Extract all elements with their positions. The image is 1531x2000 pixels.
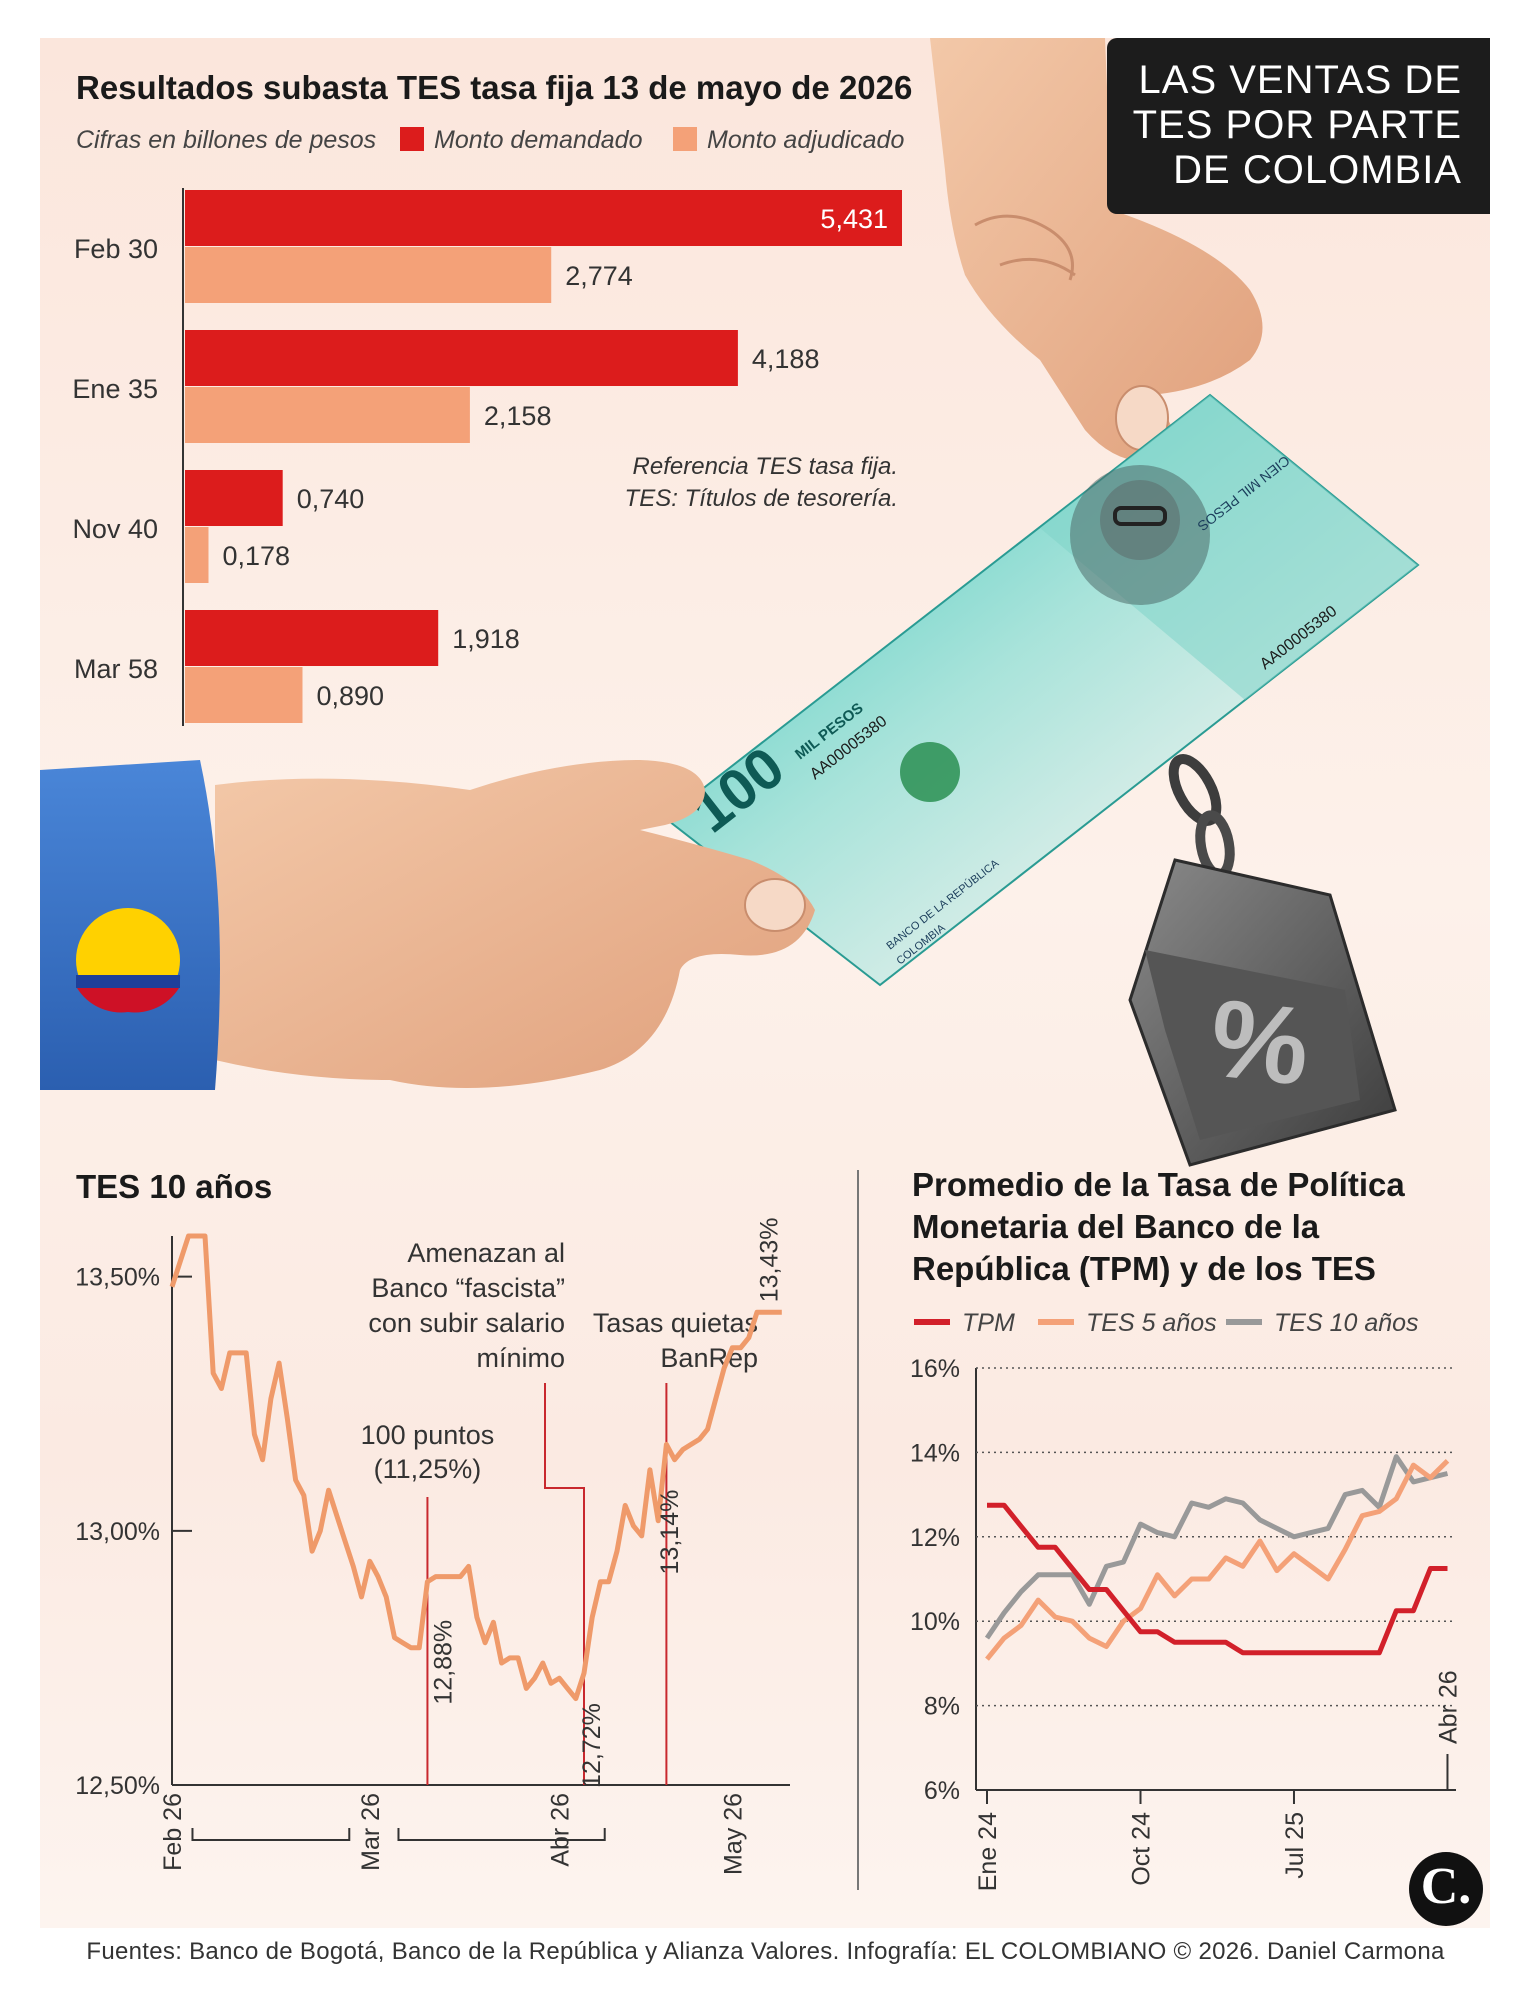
- tes10-annotation-text: Banco “fascista”: [371, 1273, 565, 1303]
- tes10-month-bracket: [397, 1828, 606, 1841]
- percent-weight-icon: %: [1128, 754, 1397, 1167]
- bar-demanded: [185, 470, 283, 526]
- tpm-y-tick-label: 16%: [910, 1355, 960, 1383]
- legend-label-awarded: Monto adjudicado: [707, 126, 904, 154]
- tes5-series-line: [985, 1459, 1450, 1661]
- tes10-series-line: [169, 1233, 782, 1702]
- infographic-svg: 100 MIL PESOS AA00005380 AA00005380 BANC…: [40, 38, 1463, 1891]
- tes10-chart-title: TES 10 años: [76, 1168, 272, 1205]
- illustration: 100 MIL PESOS AA00005380 AA00005380 BANC…: [40, 38, 1420, 1167]
- bar-value-label: 5,431: [820, 204, 888, 234]
- bar-chart-subtitle: Cifras en billones de pesos: [76, 126, 376, 154]
- bar-demanded: [185, 190, 902, 246]
- bar-demanded: [185, 610, 439, 666]
- lower-hand-icon: [40, 760, 815, 1090]
- bar-awarded: [185, 667, 303, 723]
- tes10-annotation-text: mínimo: [476, 1343, 565, 1373]
- headline-box: LAS VENTAS DE TES POR PARTE DE COLOMBIA: [1107, 38, 1490, 214]
- bar-awarded: [185, 387, 470, 443]
- tes10-x-tick-label: Feb 26: [159, 1793, 187, 1871]
- tes10-x-tick-label: Mar 26: [357, 1793, 385, 1871]
- infographic-canvas: 100 MIL PESOS AA00005380 AA00005380 BANC…: [40, 38, 1490, 1928]
- bar-value-label: 0,178: [222, 541, 290, 571]
- bar-chart-note-2: TES: Títulos de tesorería.: [625, 485, 898, 512]
- bar-demanded: [185, 330, 738, 386]
- tes10-annotation-line: [544, 1383, 585, 1785]
- footer-credits: Fuentes: Banco de Bogotá, Banco de la Re…: [86, 1938, 1445, 1965]
- headline-line-3: DE COLOMBIA: [1173, 148, 1462, 192]
- tpm-y-tick-label: 8%: [924, 1693, 960, 1721]
- bar-awarded: [185, 527, 209, 583]
- headline-line-2: TES POR PARTE: [1132, 103, 1462, 147]
- tpm-x-tick-label: Oct 24: [1127, 1812, 1155, 1886]
- tes10-annotation-text: Amenazan al: [407, 1238, 565, 1268]
- legend-swatch-awarded: [673, 127, 697, 151]
- tpm-series-line: [987, 1502, 1448, 1656]
- bar-value-label: 2,774: [565, 261, 633, 291]
- legend-label-demanded: Monto demandado: [434, 126, 643, 154]
- bar-category-label: Ene 35: [72, 374, 158, 404]
- tes10-y-tick-label: 13,50%: [75, 1264, 160, 1292]
- tpm-x-tick-label: Ene 24: [974, 1812, 1002, 1891]
- tpm-chart-title-line-2: Monetaria del Banco de la: [912, 1208, 1320, 1245]
- headline-line-1: LAS VENTAS DE: [1138, 58, 1462, 102]
- bar-chart-note-1: Referencia TES tasa fija.: [633, 453, 898, 480]
- legend-swatch-demanded: [400, 127, 424, 151]
- bar-chart-title: Resultados subasta TES tasa fija 13 de m…: [76, 69, 912, 106]
- tpm-y-tick-label: 10%: [910, 1608, 960, 1636]
- bar-value-label: 0,740: [297, 484, 365, 514]
- tes10-annotation-text: (11,25%): [374, 1454, 482, 1484]
- auction-bar-chart: Resultados subasta TES tasa fija 13 de m…: [72, 69, 912, 726]
- bar-value-label: 2,158: [484, 401, 552, 431]
- banknote-icon: 100 MIL PESOS AA00005380 AA00005380 BANC…: [663, 393, 1420, 987]
- tes10-x-tick-label: May 26: [719, 1793, 747, 1875]
- tes10-data-label: 12,72%: [578, 1703, 606, 1788]
- weight-symbol: %: [1205, 976, 1315, 1109]
- tes10-y-tick-label: 13,00%: [75, 1518, 160, 1546]
- tes10-annotation-text: con subir salario: [368, 1308, 565, 1338]
- bar-chart-legend: Monto demandado Monto adjudicado: [400, 126, 904, 154]
- tes10-line-chart: TES 10 años 13,50% 13,00% 12,50%Feb 26 Mar …: [75, 1168, 790, 1875]
- legend-label-tes5: TES 5 años: [1086, 1309, 1217, 1337]
- tes10-month-bracket: [191, 1828, 351, 1841]
- el-colombiano-logo: C.: [1409, 1852, 1483, 1926]
- tpm-tes-line-chart: Promedio de la Tasa de Política Monetari…: [910, 1166, 1463, 1891]
- tpm-chart-title-line-1: Promedio de la Tasa de Política: [912, 1166, 1405, 1203]
- tpm-x-tick-label: Jul 25: [1281, 1812, 1309, 1879]
- tpm-y-tick-label: 12%: [910, 1524, 960, 1552]
- bar-value-label: 0,890: [316, 681, 384, 711]
- tes10-avg-series-line: [984, 1454, 1449, 1640]
- tes10-annotation-text: 100 puntos: [361, 1420, 495, 1450]
- bar-category-label: Nov 40: [72, 514, 158, 544]
- tes10-data-label: 13,14%: [656, 1490, 684, 1575]
- tpm-y-tick-label: 6%: [924, 1777, 960, 1805]
- bar-category-label: Feb 30: [74, 234, 158, 264]
- bar-category-label: Mar 58: [74, 654, 158, 684]
- bar-value-label: 4,188: [752, 344, 820, 374]
- tpm-y-tick-label: 14%: [910, 1439, 960, 1467]
- tes10-data-label: 13,43%: [755, 1217, 783, 1302]
- legend-label-tes10: TES 10 años: [1274, 1309, 1419, 1337]
- tpm-chart-title-line-3: República (TPM) y de los TES: [912, 1250, 1376, 1287]
- tpm-chart-legend: TPM TES 5 años TES 10 años: [914, 1309, 1419, 1337]
- colombia-flag-pin-icon: [76, 908, 181, 1013]
- bar-value-label: 1,918: [452, 624, 520, 654]
- tes10-annotation-text: Tasas quietas: [593, 1308, 758, 1338]
- tes10-x-tick-label: Abr 26: [546, 1793, 574, 1867]
- upper-hand-icon: [930, 38, 1263, 462]
- tes10-y-tick-label: 12,50%: [75, 1772, 160, 1800]
- legend-label-tpm: TPM: [962, 1309, 1015, 1337]
- bar-awarded: [185, 247, 552, 303]
- tes10-data-label: 12,88%: [429, 1620, 457, 1705]
- tpm-x-tick-label: Abr 26: [1434, 1670, 1462, 1744]
